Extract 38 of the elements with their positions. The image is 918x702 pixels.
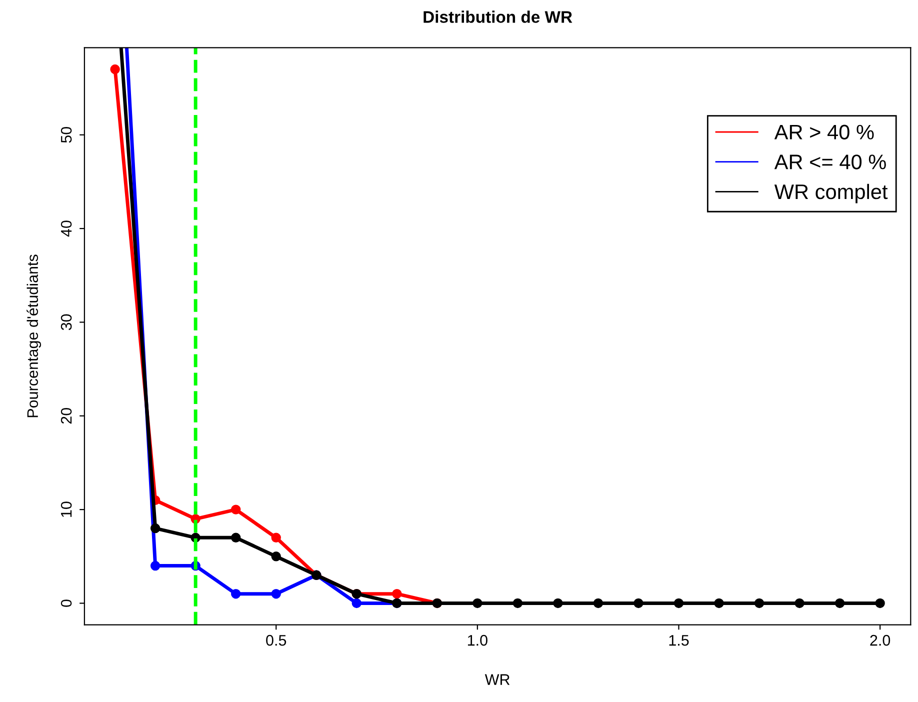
- point: [230, 532, 241, 543]
- y-tick-label: 0: [60, 600, 72, 607]
- point: [634, 598, 644, 608]
- point: [230, 589, 241, 599]
- point: [150, 560, 160, 571]
- x-tick-label: 1.0: [468, 634, 488, 646]
- point: [754, 598, 764, 608]
- point: [352, 598, 362, 608]
- y-axis-title: Pourcentage d'étudiants: [26, 254, 42, 418]
- point: [271, 532, 281, 543]
- point: [834, 598, 845, 608]
- y-tick-label: 20: [60, 408, 72, 424]
- x-tick-label: 0.5: [266, 634, 286, 646]
- chart-title: Distribution de WR: [424, 10, 572, 23]
- point: [512, 598, 523, 608]
- point: [714, 598, 724, 608]
- legend-label: AR <= 40 %: [774, 154, 886, 170]
- y-tick-label: 30: [60, 314, 72, 330]
- point: [472, 598, 482, 608]
- point: [392, 589, 402, 599]
- x-axis-title: WR: [484, 674, 510, 685]
- y-tick-label: 10: [60, 502, 72, 517]
- point: [875, 598, 885, 608]
- point: [271, 552, 281, 562]
- point: [271, 589, 281, 599]
- legend-label: WR complet: [774, 184, 888, 204]
- x-tick-label: 2.0: [870, 634, 890, 646]
- point: [553, 598, 563, 608]
- y-tick-label: 40: [60, 220, 72, 237]
- point: [794, 598, 804, 608]
- point: [150, 523, 160, 534]
- point: [230, 504, 241, 514]
- point: [110, 64, 120, 74]
- point: [593, 598, 604, 608]
- legend-label: AR > 40 %: [774, 124, 874, 140]
- y-tick-label: 50: [60, 126, 72, 143]
- x-tick-label: 1.5: [669, 635, 689, 646]
- point: [674, 598, 684, 608]
